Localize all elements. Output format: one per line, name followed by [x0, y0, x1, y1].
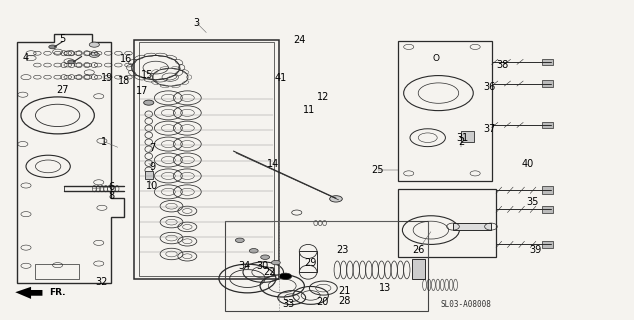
Text: 4: 4: [23, 53, 29, 63]
Circle shape: [89, 52, 100, 57]
Text: 6: 6: [108, 182, 115, 192]
Text: 8: 8: [108, 191, 115, 201]
Bar: [541, 80, 553, 87]
Text: 39: 39: [529, 245, 541, 255]
Circle shape: [89, 42, 100, 47]
Text: 22: 22: [263, 267, 276, 277]
Circle shape: [330, 196, 342, 202]
Circle shape: [68, 60, 75, 64]
Bar: [134, 40, 279, 278]
Text: 23: 23: [336, 245, 349, 255]
Polygon shape: [15, 287, 42, 299]
Text: 21: 21: [338, 286, 351, 296]
Text: 36: 36: [484, 82, 496, 92]
Bar: [225, 220, 428, 311]
Bar: [541, 122, 553, 128]
Bar: [541, 241, 553, 248]
Text: 9: 9: [150, 162, 155, 172]
Bar: [398, 189, 496, 257]
Circle shape: [249, 249, 258, 253]
Text: 41: 41: [275, 73, 287, 83]
Text: 27: 27: [56, 85, 69, 95]
Text: 17: 17: [136, 85, 148, 96]
Text: 30: 30: [256, 261, 268, 271]
Text: 14: 14: [266, 159, 279, 169]
Circle shape: [235, 238, 244, 243]
Circle shape: [271, 260, 280, 265]
Text: 24: 24: [294, 35, 306, 44]
Text: 7: 7: [150, 143, 155, 153]
Bar: [462, 131, 474, 142]
Text: 2: 2: [458, 138, 464, 148]
Text: 40: 40: [522, 159, 534, 169]
Text: 37: 37: [484, 124, 496, 134]
Text: 11: 11: [303, 105, 316, 115]
Bar: [412, 260, 425, 278]
Bar: [36, 264, 79, 278]
Text: 3: 3: [194, 18, 200, 28]
Text: 33: 33: [282, 299, 295, 309]
Text: 10: 10: [146, 181, 158, 191]
Text: 31: 31: [456, 133, 469, 143]
Text: 16: 16: [120, 54, 132, 64]
Text: 18: 18: [118, 76, 130, 86]
Bar: [453, 223, 491, 230]
Bar: [541, 59, 553, 65]
Text: 35: 35: [526, 197, 538, 207]
Text: 1: 1: [101, 137, 107, 147]
Text: O: O: [432, 53, 439, 62]
Circle shape: [279, 273, 292, 279]
Bar: [541, 205, 553, 213]
Text: 29: 29: [304, 258, 317, 268]
Text: 13: 13: [379, 283, 391, 293]
Bar: [398, 41, 491, 181]
Text: 26: 26: [412, 245, 424, 255]
Bar: [541, 187, 553, 194]
Text: 28: 28: [338, 296, 351, 306]
Text: 38: 38: [496, 60, 508, 70]
Circle shape: [49, 45, 56, 49]
Bar: [299, 252, 317, 272]
Text: 32: 32: [96, 277, 108, 287]
Text: 19: 19: [101, 73, 113, 83]
Circle shape: [261, 255, 269, 260]
Text: FR.: FR.: [49, 288, 65, 297]
Text: 25: 25: [372, 165, 384, 175]
Circle shape: [144, 100, 154, 105]
Text: 12: 12: [317, 92, 330, 102]
Text: 34: 34: [238, 261, 250, 271]
Text: 5: 5: [60, 34, 66, 44]
Text: 20: 20: [316, 297, 328, 307]
Bar: [145, 171, 153, 179]
Text: SL03-A08008: SL03-A08008: [440, 300, 491, 309]
Bar: [139, 42, 274, 276]
Text: 15: 15: [141, 70, 153, 80]
